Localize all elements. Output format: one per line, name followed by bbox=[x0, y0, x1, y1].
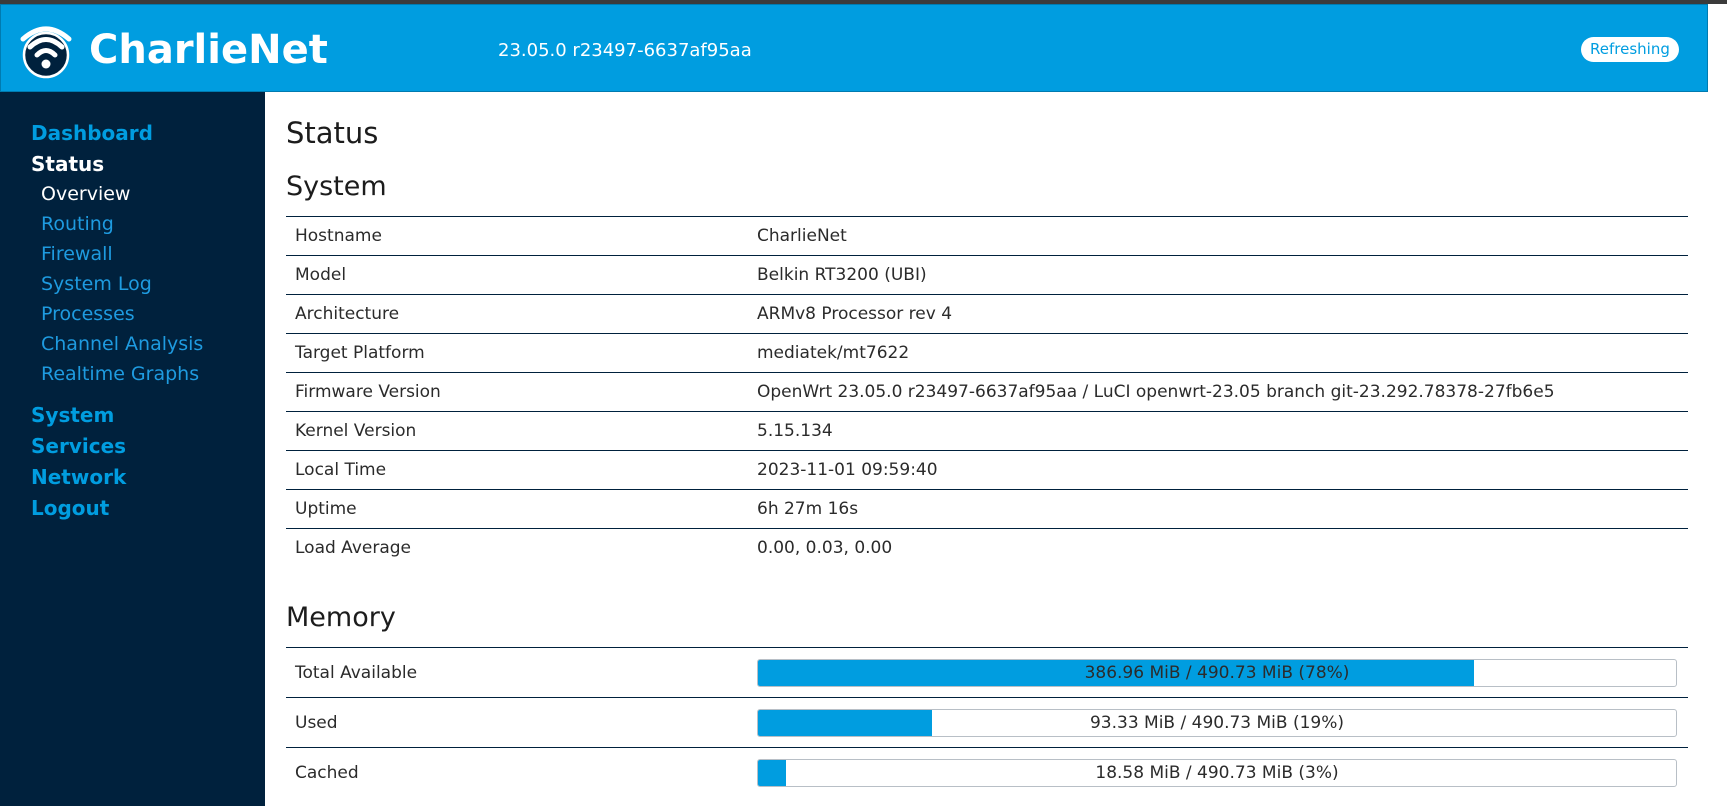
progress-fill bbox=[758, 709, 933, 736]
sidebar-subitem-channel-analysis[interactable]: Channel Analysis bbox=[41, 333, 204, 355]
sidebar-subitem-firewall[interactable]: Firewall bbox=[41, 243, 113, 265]
table-row: Cached 18.58 MiB / 490.73 MiB (3%) bbox=[286, 747, 1688, 798]
progress-label: 18.58 MiB / 490.73 MiB (3%) bbox=[1095, 762, 1339, 783]
table-row: Used 93.33 MiB / 490.73 MiB (19%) bbox=[286, 697, 1688, 748]
page-title: Status bbox=[286, 116, 379, 150]
brand-title[interactable]: CharlieNet bbox=[89, 27, 328, 73]
row-value: 386.96 MiB / 490.73 MiB (78%) bbox=[749, 647, 1688, 698]
row-value: 5.15.134 bbox=[749, 411, 1688, 451]
sidebar-nav: Dashboard Status Overview Routing Firewa… bbox=[0, 92, 265, 806]
memory-progress-bar: 18.58 MiB / 490.73 MiB (3%) bbox=[757, 758, 1677, 787]
row-value: 2023-11-01 09:59:40 bbox=[749, 450, 1688, 490]
sidebar-subitem-realtime-graphs[interactable]: Realtime Graphs bbox=[41, 363, 200, 385]
system-info-table: Hostname CharlieNet Model Belkin RT3200 … bbox=[286, 216, 1688, 568]
table-row: Architecture ARMv8 Processor rev 4 bbox=[286, 294, 1688, 334]
refresh-status-button[interactable]: Refreshing bbox=[1581, 37, 1679, 62]
sidebar-item-status[interactable]: Status bbox=[31, 152, 105, 176]
progress-label: 93.33 MiB / 490.73 MiB (19%) bbox=[1089, 712, 1345, 733]
sidebar-subitem-overview[interactable]: Overview bbox=[41, 183, 131, 205]
sidebar-item-network[interactable]: Network bbox=[31, 465, 127, 489]
table-row: Hostname CharlieNet bbox=[286, 216, 1688, 256]
row-value: 6h 27m 16s bbox=[749, 489, 1688, 529]
table-row: Uptime 6h 27m 16s bbox=[286, 489, 1688, 529]
table-row: Total Available 386.96 MiB / 490.73 MiB … bbox=[286, 647, 1688, 698]
table-row: Firmware Version OpenWrt 23.05.0 r23497-… bbox=[286, 372, 1688, 412]
row-label: Used bbox=[286, 697, 749, 748]
row-value: OpenWrt 23.05.0 r23497-6637af95aa / LuCI… bbox=[749, 372, 1688, 412]
table-row: Load Average 0.00, 0.03, 0.00 bbox=[286, 528, 1688, 568]
row-label: Firmware Version bbox=[286, 372, 749, 412]
row-label: Total Available bbox=[286, 647, 749, 698]
row-label: Model bbox=[286, 255, 749, 295]
row-label: Hostname bbox=[286, 216, 749, 256]
row-value: 18.58 MiB / 490.73 MiB (3%) bbox=[749, 747, 1688, 798]
sidebar-subitem-system-log[interactable]: System Log bbox=[41, 273, 152, 295]
row-value: Belkin RT3200 (UBI) bbox=[749, 255, 1688, 295]
row-label: Uptime bbox=[286, 489, 749, 529]
row-label: Kernel Version bbox=[286, 411, 749, 451]
table-row: Model Belkin RT3200 (UBI) bbox=[286, 255, 1688, 295]
sidebar-item-services[interactable]: Services bbox=[31, 434, 127, 458]
app-window: CharlieNet 23.05.0 r23497-6637af95aa Ref… bbox=[0, 4, 1708, 806]
row-label: Load Average bbox=[286, 528, 749, 568]
sidebar-item-system[interactable]: System bbox=[31, 403, 115, 427]
memory-table: Total Available 386.96 MiB / 490.73 MiB … bbox=[286, 647, 1688, 798]
system-section-title: System bbox=[286, 171, 387, 202]
row-label: Target Platform bbox=[286, 333, 749, 373]
scrollbar[interactable] bbox=[1708, 4, 1727, 806]
memory-progress-bar: 93.33 MiB / 490.73 MiB (19%) bbox=[757, 708, 1677, 737]
progress-label: 386.96 MiB / 490.73 MiB (78%) bbox=[1084, 662, 1350, 683]
row-value: 0.00, 0.03, 0.00 bbox=[749, 528, 1688, 568]
header-bar: CharlieNet 23.05.0 r23497-6637af95aa Ref… bbox=[0, 4, 1708, 92]
progress-fill bbox=[758, 659, 1475, 686]
row-value: CharlieNet bbox=[749, 216, 1688, 256]
memory-progress-bar: 386.96 MiB / 490.73 MiB (78%) bbox=[757, 658, 1677, 687]
row-value: mediatek/mt7622 bbox=[749, 333, 1688, 373]
table-row: Kernel Version 5.15.134 bbox=[286, 411, 1688, 451]
wifi-logo-icon[interactable] bbox=[19, 17, 73, 83]
sidebar-item-dashboard[interactable]: Dashboard bbox=[31, 121, 153, 145]
progress-fill bbox=[758, 759, 786, 786]
sidebar-subitem-routing[interactable]: Routing bbox=[41, 213, 114, 235]
row-label: Local Time bbox=[286, 450, 749, 490]
table-row: Target Platform mediatek/mt7622 bbox=[286, 333, 1688, 373]
firmware-version-label: 23.05.0 r23497-6637af95aa bbox=[498, 40, 752, 61]
table-row: Local Time 2023-11-01 09:59:40 bbox=[286, 450, 1688, 490]
row-value: ARMv8 Processor rev 4 bbox=[749, 294, 1688, 334]
memory-section-title: Memory bbox=[286, 602, 396, 633]
sidebar-item-logout[interactable]: Logout bbox=[31, 496, 110, 520]
row-label: Cached bbox=[286, 747, 749, 798]
row-label: Architecture bbox=[286, 294, 749, 334]
sidebar-subitem-processes[interactable]: Processes bbox=[41, 303, 135, 325]
row-value: 93.33 MiB / 490.73 MiB (19%) bbox=[749, 697, 1688, 748]
